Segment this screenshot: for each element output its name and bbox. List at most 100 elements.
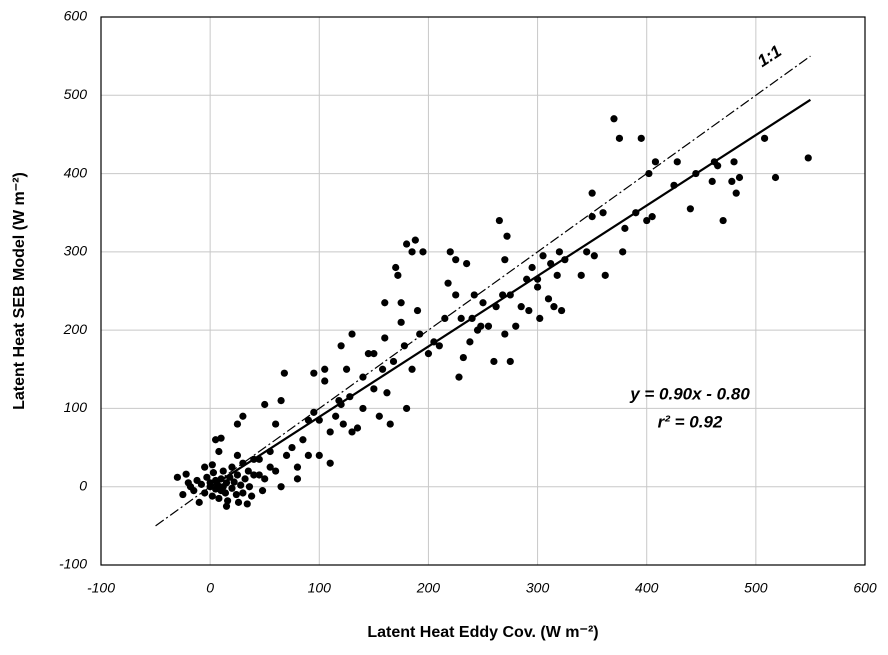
point bbox=[477, 322, 485, 330]
point bbox=[381, 299, 389, 307]
point bbox=[588, 189, 596, 197]
y-tick-label: 300 bbox=[64, 243, 88, 259]
point bbox=[332, 412, 340, 420]
point bbox=[536, 314, 544, 322]
point bbox=[686, 205, 694, 213]
point bbox=[230, 478, 238, 486]
point bbox=[219, 467, 227, 475]
point bbox=[411, 236, 419, 244]
point bbox=[348, 428, 356, 436]
point bbox=[272, 467, 280, 475]
x-tick-label: 0 bbox=[206, 580, 214, 596]
point bbox=[760, 134, 769, 142]
point bbox=[645, 169, 653, 178]
point bbox=[735, 173, 744, 182]
point bbox=[182, 470, 190, 478]
point bbox=[209, 469, 218, 477]
point bbox=[321, 365, 329, 373]
point bbox=[222, 479, 231, 487]
point bbox=[233, 471, 242, 479]
point bbox=[337, 342, 345, 350]
x-tick-label: 500 bbox=[744, 580, 768, 596]
point bbox=[261, 400, 269, 409]
point bbox=[233, 420, 242, 428]
point bbox=[403, 240, 411, 248]
point bbox=[386, 420, 394, 428]
point bbox=[577, 271, 585, 279]
point bbox=[217, 434, 225, 442]
point bbox=[728, 177, 736, 185]
point bbox=[501, 256, 509, 264]
point bbox=[280, 369, 288, 377]
point bbox=[359, 404, 367, 413]
x-tick-label: 300 bbox=[526, 580, 550, 596]
point bbox=[503, 232, 511, 240]
point bbox=[233, 451, 242, 459]
r-squared: r² = 0.92 bbox=[658, 412, 723, 431]
point bbox=[719, 216, 727, 225]
point bbox=[250, 471, 258, 479]
point bbox=[601, 271, 609, 279]
point bbox=[239, 489, 247, 497]
point bbox=[228, 463, 236, 471]
point bbox=[243, 500, 251, 508]
point bbox=[201, 463, 209, 471]
point bbox=[525, 306, 533, 315]
point bbox=[203, 473, 211, 481]
point bbox=[528, 263, 536, 272]
y-tick-label: 500 bbox=[64, 86, 88, 102]
point bbox=[459, 353, 467, 362]
point bbox=[248, 492, 256, 500]
point bbox=[212, 436, 220, 444]
point bbox=[673, 158, 681, 166]
point bbox=[310, 369, 318, 377]
point bbox=[610, 115, 618, 123]
point bbox=[435, 342, 443, 350]
point bbox=[394, 271, 402, 279]
point bbox=[557, 306, 566, 315]
point bbox=[282, 451, 291, 459]
point bbox=[555, 248, 564, 256]
point bbox=[463, 260, 471, 268]
y-tick-label: -100 bbox=[59, 556, 87, 572]
point bbox=[466, 338, 474, 346]
point bbox=[643, 216, 651, 225]
point bbox=[419, 248, 427, 256]
point bbox=[452, 256, 460, 264]
point bbox=[416, 330, 424, 338]
point bbox=[304, 451, 312, 459]
y-axis-title: Latent Heat SEB Model (W m⁻²) bbox=[11, 172, 28, 410]
point bbox=[651, 158, 660, 166]
point bbox=[408, 248, 416, 256]
point bbox=[378, 365, 387, 373]
point bbox=[413, 306, 422, 315]
point bbox=[732, 189, 740, 197]
point bbox=[326, 428, 334, 436]
point bbox=[237, 481, 245, 489]
point bbox=[339, 420, 347, 428]
point bbox=[255, 471, 263, 479]
point bbox=[179, 490, 187, 499]
point bbox=[588, 213, 596, 221]
point bbox=[501, 330, 509, 338]
point bbox=[288, 443, 296, 452]
point bbox=[804, 154, 812, 162]
point bbox=[244, 467, 252, 475]
point bbox=[234, 498, 243, 506]
point bbox=[375, 412, 383, 420]
y-tick-label: 600 bbox=[64, 8, 88, 24]
point bbox=[539, 252, 547, 260]
point bbox=[455, 373, 463, 381]
x-tick-label: 400 bbox=[635, 580, 659, 596]
point bbox=[621, 224, 629, 232]
point bbox=[619, 248, 627, 256]
point bbox=[215, 494, 223, 503]
point bbox=[258, 487, 267, 495]
point bbox=[277, 397, 285, 405]
point bbox=[208, 461, 216, 469]
point bbox=[261, 475, 269, 483]
point bbox=[245, 483, 254, 491]
point bbox=[381, 334, 389, 342]
